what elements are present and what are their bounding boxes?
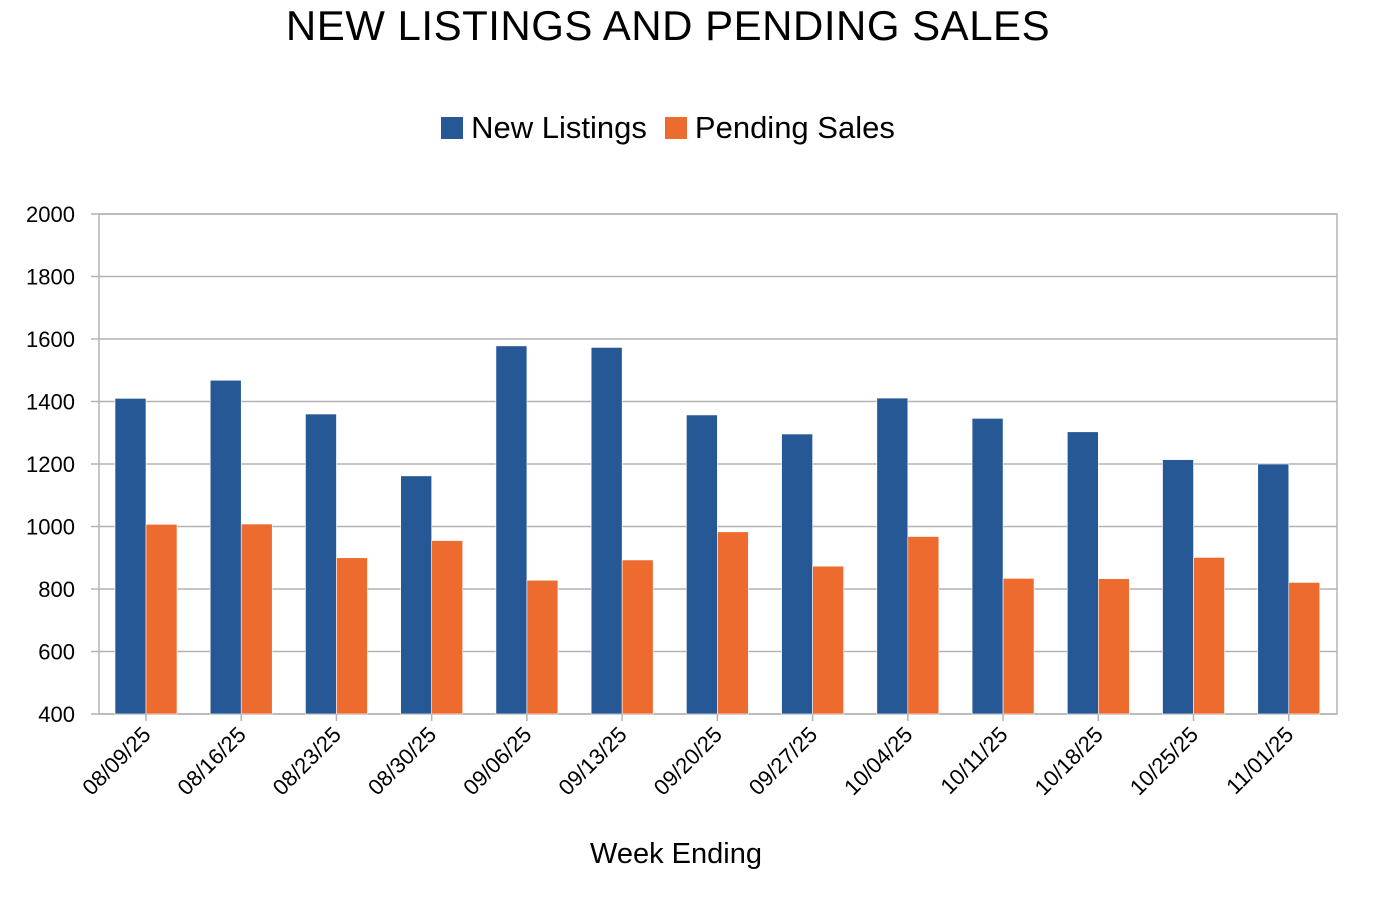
x-tick-label: 10/25/25 (1125, 722, 1203, 800)
bar-pending-sales-6 (717, 531, 749, 715)
x-tick-label: 10/18/25 (1030, 722, 1108, 800)
x-tick-label: 09/06/25 (458, 722, 536, 800)
bar-pending-sales-9 (1002, 578, 1035, 715)
bar-new-listings-7 (781, 433, 813, 715)
legend-swatch-new-listings (441, 117, 464, 139)
x-tick-label: 11/01/25 (1221, 722, 1298, 799)
x-tick-label: 09/13/25 (553, 722, 631, 800)
legend: New Listings Pending Sales (0, 110, 1336, 146)
x-axis-title: Week Ending (590, 838, 762, 870)
bar-new-listings-12 (1257, 463, 1290, 715)
y-tick-label: 400 (38, 702, 75, 727)
legend-item-new-listings: New Listings (441, 110, 647, 146)
bar-pending-sales-5 (621, 559, 654, 715)
bar-pending-sales-0 (145, 524, 178, 715)
bar-pending-sales-10 (1098, 578, 1130, 715)
bar-new-listings-9 (971, 418, 1004, 715)
x-tick-label: 08/30/25 (363, 722, 441, 800)
x-tick-label: 10/04/25 (839, 722, 917, 800)
bar-pending-sales-2 (336, 557, 368, 715)
legend-label-new-listings: New Listings (471, 110, 647, 145)
y-tick-label: 2000 (26, 202, 75, 227)
bar-pending-sales-11 (1193, 557, 1225, 715)
bar-new-listings-5 (590, 347, 623, 715)
bar-new-listings-4 (495, 345, 528, 715)
bar-new-listings-3 (400, 475, 432, 715)
bar-new-listings-2 (305, 413, 337, 715)
bar-pending-sales-3 (431, 540, 463, 715)
y-tick-label: 1200 (26, 452, 75, 477)
x-tick-label: 08/16/25 (173, 722, 251, 800)
y-tick-label: 1000 (26, 515, 75, 540)
bar-pending-sales-1 (240, 523, 273, 715)
bar-new-listings-0 (114, 398, 147, 715)
x-tick-label: 09/20/25 (649, 722, 727, 800)
x-tick-label: 08/23/25 (268, 722, 346, 800)
x-tick-label: 08/09/25 (77, 722, 155, 800)
bar-new-listings-11 (1162, 459, 1194, 715)
y-tick-label: 600 (38, 640, 75, 665)
bar-pending-sales-8 (907, 536, 940, 715)
bar-pending-sales-4 (526, 579, 559, 715)
bar-new-listings-6 (686, 414, 718, 715)
bar-pending-sales-12 (1288, 582, 1321, 715)
x-tick-label: 09/27/25 (744, 722, 822, 800)
y-tick-label: 1800 (26, 265, 75, 290)
y-tick-label: 1400 (26, 390, 75, 415)
bar-pending-sales-7 (812, 565, 844, 715)
legend-item-pending-sales: Pending Sales (664, 110, 895, 146)
bar-new-listings-8 (876, 397, 909, 715)
chart-title: NEW LISTINGS AND PENDING SALES (285, 2, 1051, 49)
bar-new-listings-10 (1067, 431, 1099, 715)
y-tick-label: 800 (38, 577, 75, 602)
legend-label-pending-sales: Pending Sales (694, 110, 895, 145)
legend-swatch-pending-sales (664, 117, 687, 139)
y-tick-label: 1600 (26, 327, 75, 352)
bar-new-listings-1 (209, 379, 242, 715)
x-tick-label: 10/11/25 (936, 722, 1013, 799)
